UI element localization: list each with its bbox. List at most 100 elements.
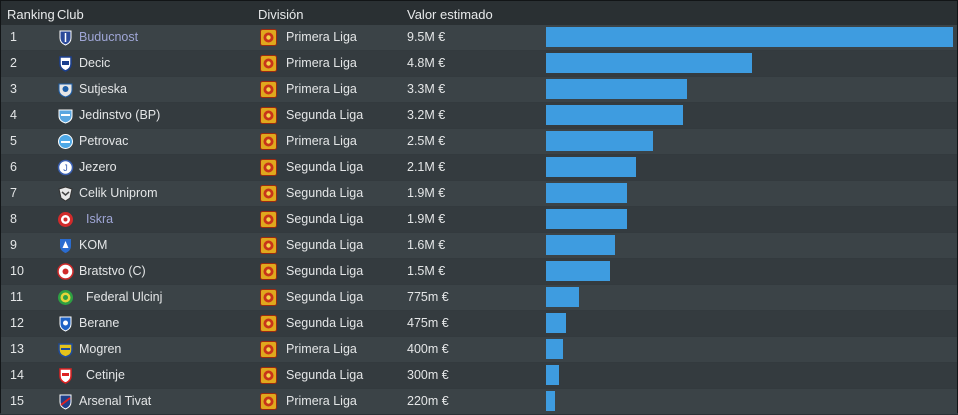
- table-row[interactable]: 11 Federal Ulcinj Segunda Liga 775m €: [1, 285, 957, 310]
- league-logo-icon: [260, 185, 277, 202]
- table-row[interactable]: 4 Jedinstvo (BP) Segunda Liga 3.2M €: [1, 103, 957, 128]
- rank-cell: 13: [10, 342, 24, 356]
- table-row[interactable]: 2 Decic Primera Liga 4.8M €: [1, 51, 957, 76]
- club-name-link[interactable]: Decic: [79, 56, 111, 70]
- rank-cell: 14: [10, 368, 24, 382]
- estimated-value: 3.2M €: [407, 108, 446, 122]
- league-logo-icon: [260, 367, 277, 384]
- estimated-value: 4.8M €: [407, 56, 446, 70]
- league-logo-icon: [260, 393, 277, 410]
- table-row[interactable]: 9 KOM Segunda Liga 1.6M €: [1, 233, 957, 258]
- estimated-value: 220m €: [407, 394, 449, 408]
- value-bar: [546, 53, 752, 73]
- division-link[interactable]: Primera Liga: [286, 342, 357, 356]
- header-division[interactable]: División: [258, 7, 304, 22]
- table-row[interactable]: 8 Iskra Segunda Liga 1.9M €: [1, 207, 957, 232]
- value-bar: [546, 339, 563, 359]
- table-row[interactable]: 10 Bratstvo (C) Segunda Liga 1.5M €: [1, 259, 957, 284]
- division-link[interactable]: Segunda Liga: [286, 290, 364, 304]
- division-link[interactable]: Segunda Liga: [286, 186, 364, 200]
- division-link[interactable]: Segunda Liga: [286, 264, 364, 278]
- table-row[interactable]: 3 Sutjeska Primera Liga 3.3M €: [1, 77, 957, 102]
- rank-cell: 15: [10, 394, 24, 408]
- club-name-link[interactable]: KOM: [79, 238, 108, 252]
- league-logo-icon: [260, 81, 277, 98]
- rank-cell: 6: [10, 160, 17, 174]
- league-logo-icon: [260, 107, 277, 124]
- estimated-value: 475m €: [407, 316, 449, 330]
- table-row[interactable]: 13 Mogren Primera Liga 400m €: [1, 337, 957, 362]
- club-name-link[interactable]: Petrovac: [79, 134, 129, 148]
- club-name-link[interactable]: Berane: [79, 316, 120, 330]
- club-name-link[interactable]: Jezero: [79, 160, 117, 174]
- federal-crest-icon: [57, 289, 74, 306]
- estimated-value: 3.3M €: [407, 82, 446, 96]
- celik-crest-icon: [57, 185, 74, 202]
- division-link[interactable]: Segunda Liga: [286, 212, 364, 226]
- value-bar: [546, 157, 636, 177]
- value-bar-track: [546, 129, 955, 154]
- rank-cell: 2: [10, 56, 17, 70]
- estimated-value: 9.5M €: [407, 30, 446, 44]
- estimated-value: 1.9M €: [407, 212, 446, 226]
- estimated-value: 1.9M €: [407, 186, 446, 200]
- value-bar-track: [546, 103, 955, 128]
- division-link[interactable]: Segunda Liga: [286, 238, 364, 252]
- rank-cell: 7: [10, 186, 17, 200]
- arsenal-crest-icon: [57, 393, 74, 410]
- league-logo-icon: [260, 211, 277, 228]
- table-row[interactable]: 12 Berane Segunda Liga 475m €: [1, 311, 957, 336]
- club-name-link[interactable]: Jedinstvo (BP): [79, 108, 161, 122]
- division-link[interactable]: Segunda Liga: [286, 368, 364, 382]
- value-bar: [546, 235, 615, 255]
- jezero-crest-icon: J: [57, 159, 74, 176]
- table-row[interactable]: 14 Cetinje Segunda Liga 300m €: [1, 363, 957, 388]
- division-link[interactable]: Primera Liga: [286, 82, 357, 96]
- division-link[interactable]: Segunda Liga: [286, 160, 364, 174]
- rank-cell: 3: [10, 82, 17, 96]
- league-logo-icon: [260, 289, 277, 306]
- club-name-link[interactable]: Buducnost: [79, 30, 139, 44]
- league-logo-icon: [260, 315, 277, 332]
- value-bar: [546, 261, 610, 281]
- table-row[interactable]: 5 Petrovac Primera Liga 2.5M €: [1, 129, 957, 154]
- header-club[interactable]: Club: [57, 7, 84, 22]
- division-link[interactable]: Segunda Liga: [286, 316, 364, 330]
- estimated-value: 2.1M €: [407, 160, 446, 174]
- petrovac-crest-icon: [57, 133, 74, 150]
- division-link[interactable]: Primera Liga: [286, 56, 357, 70]
- club-name-link[interactable]: Celik Uniprom: [79, 186, 158, 200]
- estimated-value: 2.5M €: [407, 134, 446, 148]
- league-logo-icon: [260, 159, 277, 176]
- value-bar-track: [546, 155, 955, 180]
- table-row[interactable]: 15 Arsenal Tivat Primera Liga 220m €: [1, 389, 957, 414]
- value-bar-track: [546, 363, 955, 388]
- division-link[interactable]: Segunda Liga: [286, 108, 364, 122]
- table-row[interactable]: 6 J Jezero Segunda Liga 2.1M €: [1, 155, 957, 180]
- division-link[interactable]: Primera Liga: [286, 30, 357, 44]
- estimated-value: 775m €: [407, 290, 449, 304]
- club-name-link[interactable]: Sutjeska: [79, 82, 127, 96]
- value-bar: [546, 313, 566, 333]
- value-bar-track: [546, 259, 955, 284]
- rank-cell: 10: [10, 264, 24, 278]
- club-name-link[interactable]: Iskra: [86, 212, 114, 226]
- table-row[interactable]: 7 Celik Uniprom Segunda Liga 1.9M €: [1, 181, 957, 206]
- club-name-link[interactable]: Federal Ulcinj: [86, 290, 163, 304]
- estimated-value: 300m €: [407, 368, 449, 382]
- table-body: 1 Buducnost Primera Liga 9.5M € 2 Decic Primer…: [1, 25, 957, 415]
- estimated-value: 400m €: [407, 342, 449, 356]
- table-row[interactable]: 1 Buducnost Primera Liga 9.5M €: [1, 25, 957, 50]
- header-value[interactable]: Valor estimado: [407, 7, 493, 22]
- header-ranking[interactable]: Ranking: [7, 7, 55, 22]
- division-link[interactable]: Primera Liga: [286, 134, 357, 148]
- club-name-link[interactable]: Cetinje: [86, 368, 125, 382]
- decic-crest-icon: [57, 55, 74, 72]
- value-bar-track: [546, 77, 955, 102]
- rank-cell: 11: [10, 290, 23, 304]
- club-name-link[interactable]: Arsenal Tivat: [79, 394, 152, 408]
- division-link[interactable]: Primera Liga: [286, 394, 357, 408]
- league-logo-icon: [260, 263, 277, 280]
- club-name-link[interactable]: Bratstvo (C): [79, 264, 146, 278]
- club-name-link[interactable]: Mogren: [79, 342, 122, 356]
